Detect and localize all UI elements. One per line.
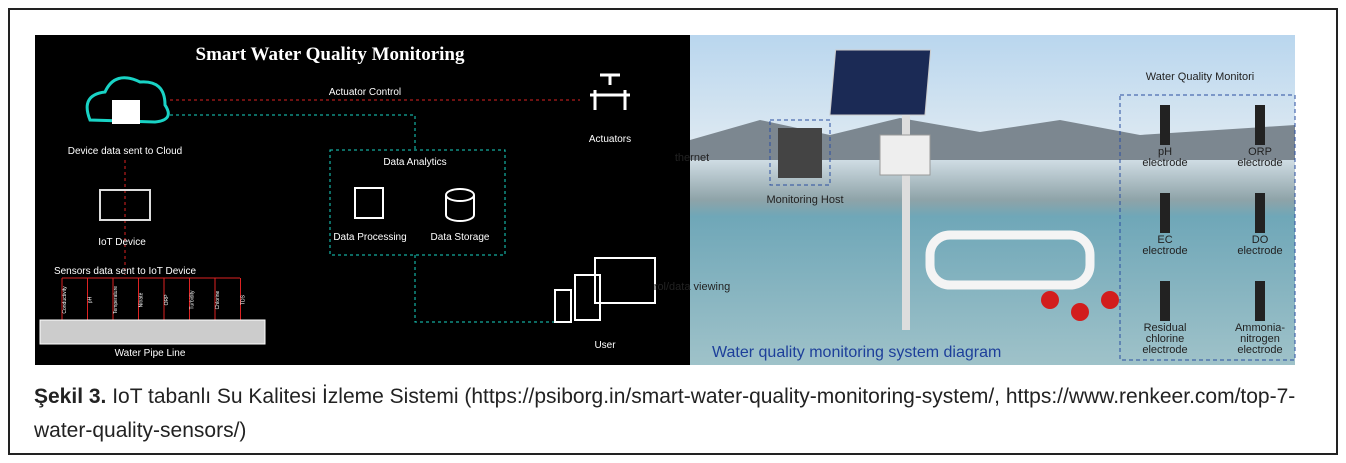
sensor-label: TDS xyxy=(241,294,247,305)
sensor-label: Nitrate xyxy=(139,292,145,307)
label: IoT Device xyxy=(98,237,146,248)
left-title: Smart Water Quality Monitoring xyxy=(196,44,465,65)
electrode xyxy=(1255,105,1265,145)
label: Data Processing xyxy=(333,232,406,243)
caption: Şekil 3. IoT tabanlı Su Kalitesi İzleme … xyxy=(34,380,1324,448)
sensor-label: Chlorine xyxy=(215,290,221,309)
label: Water Quality Monitori xyxy=(1146,71,1254,83)
sensor-label: ORP xyxy=(164,294,170,306)
electrode-label-line: electrode xyxy=(1142,344,1187,356)
buoy xyxy=(1101,291,1119,309)
host-device xyxy=(778,128,822,178)
buoy xyxy=(1071,303,1089,321)
label: User xyxy=(594,340,616,351)
electrode-label-line: electrode xyxy=(1237,157,1282,169)
sensor-label: Turbidity xyxy=(190,290,196,309)
caption-text: IoT tabanlı Su Kalitesi İzleme Sistemi (… xyxy=(34,385,1295,442)
solar-panel xyxy=(830,50,931,115)
label: Sensors data sent to IoT Device xyxy=(54,266,197,277)
electrode xyxy=(1160,105,1170,145)
caption-label: Şekil 3. xyxy=(34,385,106,408)
sensor-label: Conductivity xyxy=(62,286,68,314)
label: Water quality monitoring system diagram xyxy=(712,344,1001,361)
electrode-label-line: electrode xyxy=(1237,245,1282,257)
label: thernet xyxy=(675,152,709,164)
electrode xyxy=(1255,193,1265,233)
electrode-label-line: electrode xyxy=(1237,344,1282,356)
controller-box xyxy=(880,135,930,175)
electrode-label-line: electrode xyxy=(1142,157,1187,169)
electrode-label-line: electrode xyxy=(1142,245,1187,257)
label: Actuator Control xyxy=(329,87,401,98)
label: Data Storage xyxy=(431,232,490,243)
sensor-label: Temperature xyxy=(113,286,119,314)
label: Monitoring Host xyxy=(766,194,843,206)
label: rol/data viewing xyxy=(654,281,730,293)
buoy xyxy=(1041,291,1059,309)
label: Water Pipe Line xyxy=(115,348,186,359)
electrode xyxy=(1160,193,1170,233)
label: Actuators xyxy=(589,134,631,145)
pipe xyxy=(40,320,265,344)
label: Device data sent to Cloud xyxy=(68,146,183,157)
server-icon xyxy=(112,100,140,124)
sensor-label: pH xyxy=(88,296,94,303)
label: Data Analytics xyxy=(383,157,446,168)
electrode xyxy=(1255,281,1265,321)
left-image xyxy=(35,35,690,365)
page: Smart Water Quality Monitoring Actuator … xyxy=(0,0,1346,463)
electrode xyxy=(1160,281,1170,321)
